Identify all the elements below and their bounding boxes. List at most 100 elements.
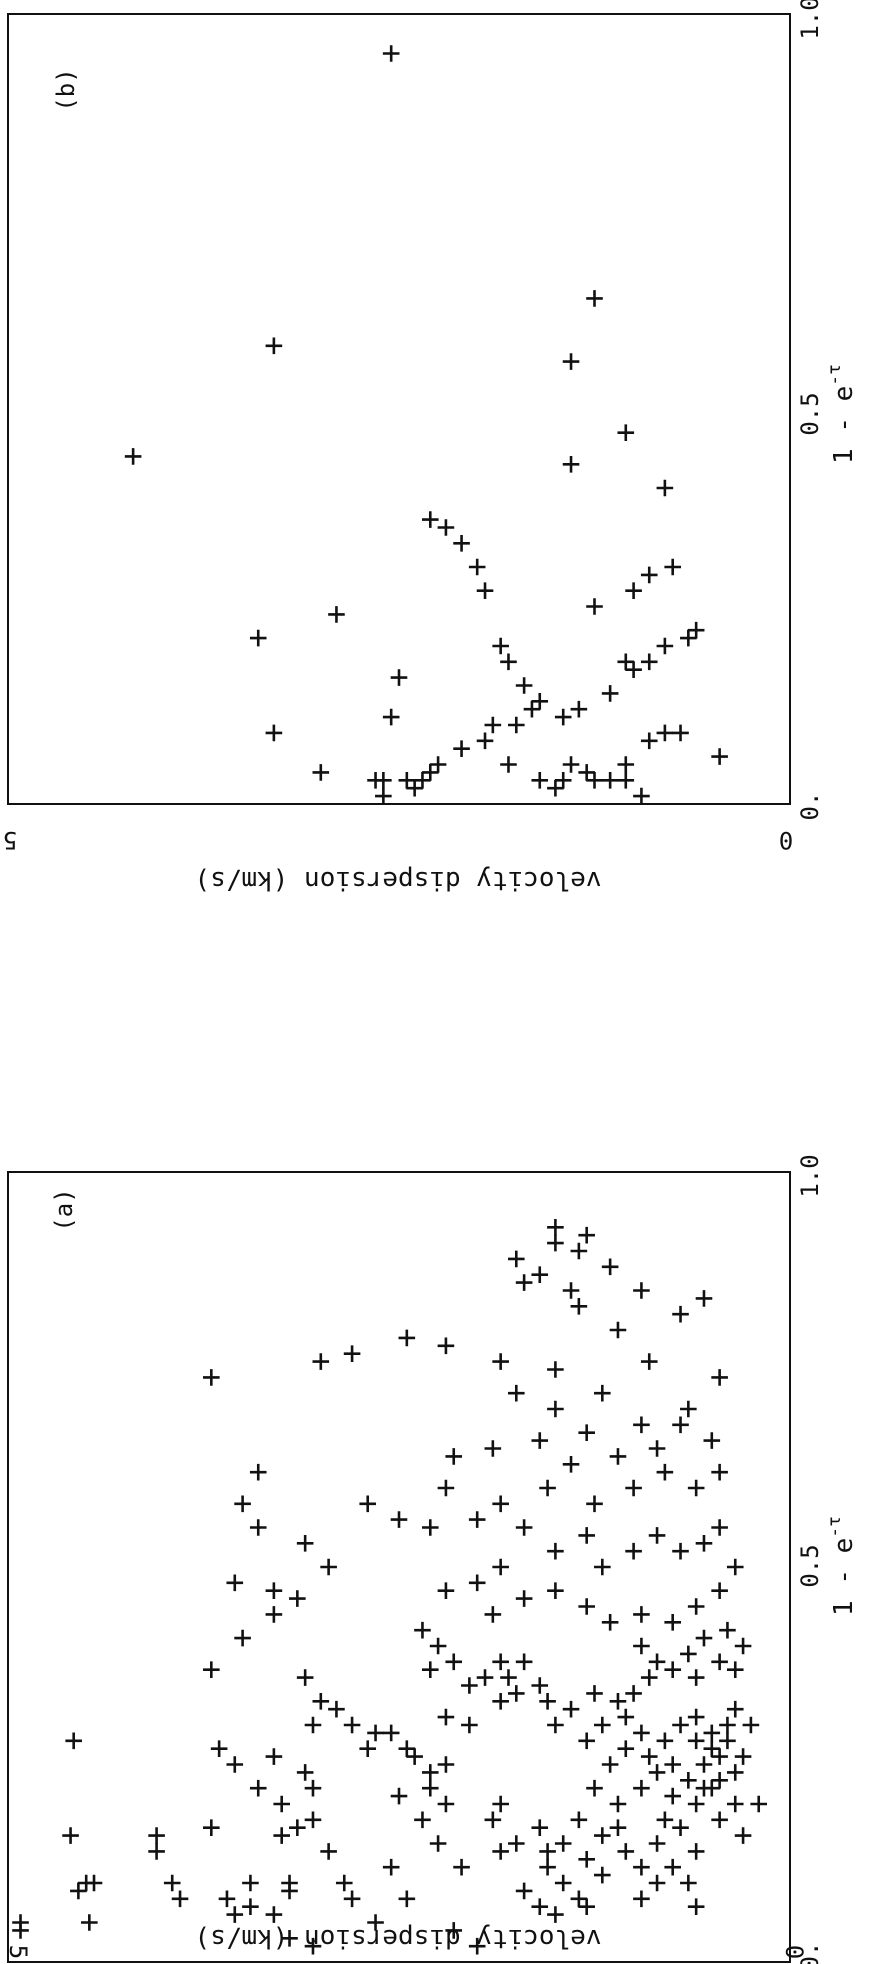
data-point <box>633 1416 650 1434</box>
data-point <box>445 1653 463 1671</box>
data-point <box>492 637 509 655</box>
data-point <box>508 716 525 734</box>
x-axis-label-sup-a: -τ <box>824 1516 845 1538</box>
data-point <box>406 779 423 797</box>
data-point <box>249 1779 267 1797</box>
data-point <box>554 1874 572 1892</box>
x-tick-label-05-a: 0.5 <box>796 1544 824 1587</box>
data-point <box>523 700 541 718</box>
data-point <box>210 1740 228 1757</box>
data-point <box>148 1843 165 1860</box>
data-point <box>648 1874 666 1892</box>
data-point <box>12 1914 29 1931</box>
data-point <box>445 1922 463 1939</box>
data-point <box>633 1282 650 1299</box>
data-point <box>719 1732 736 1750</box>
data-point <box>367 1724 384 1742</box>
data-point <box>398 1740 416 1757</box>
data-point <box>382 708 400 726</box>
data-point <box>617 424 635 441</box>
data-point <box>531 772 549 789</box>
data-point <box>664 1614 681 1631</box>
data-point <box>304 1937 322 1955</box>
data-point <box>594 1716 611 1734</box>
panel-label-b: (b) <box>52 68 80 111</box>
data-point <box>711 748 728 765</box>
data-point <box>335 1874 353 1892</box>
data-point <box>562 1456 580 1473</box>
data-point <box>273 1795 290 1813</box>
data-point <box>750 1795 768 1813</box>
data-point <box>586 1495 603 1513</box>
data-point <box>234 1629 251 1647</box>
data-point <box>62 1827 79 1844</box>
data-point <box>515 1590 533 1607</box>
data-point <box>437 1479 455 1497</box>
plot-frame-b <box>7 13 791 805</box>
data-point <box>734 1637 752 1655</box>
data-point <box>734 1827 752 1844</box>
data-point <box>421 1779 439 1797</box>
data-point <box>249 629 267 647</box>
data-point <box>578 764 595 781</box>
data-point <box>609 1448 627 1465</box>
data-point <box>695 1756 713 1773</box>
data-point <box>711 1463 728 1481</box>
data-point <box>265 1606 283 1623</box>
data-point <box>726 1558 744 1576</box>
data-point <box>578 1424 595 1441</box>
data-point <box>586 1685 603 1702</box>
data-point <box>343 1890 361 1908</box>
data-point <box>531 1677 549 1694</box>
data-point <box>398 1890 416 1908</box>
data-point <box>445 1448 463 1465</box>
data-point <box>226 1756 244 1773</box>
data-point <box>570 1242 588 1260</box>
data-point <box>406 1748 423 1765</box>
data-point <box>695 1779 713 1797</box>
data-point <box>711 1772 728 1789</box>
data-point <box>453 740 470 757</box>
data-points-a <box>12 1219 768 1955</box>
data-point <box>672 1305 689 1323</box>
data-point <box>289 1819 306 1836</box>
data-point <box>547 1361 564 1378</box>
data-point <box>687 1598 705 1615</box>
data-point <box>633 1779 650 1797</box>
data-point <box>625 1685 642 1702</box>
data-point <box>390 1787 408 1805</box>
data-point <box>515 1882 533 1900</box>
data-point <box>703 1724 721 1742</box>
data-point <box>586 772 603 789</box>
data-point <box>492 1653 509 1671</box>
data-point <box>640 566 658 584</box>
data-point <box>711 1369 728 1386</box>
data-point <box>617 1708 635 1726</box>
data-point <box>437 1337 455 1355</box>
x-tick-label-0-a: 0. <box>796 1942 824 1964</box>
data-point <box>609 1819 627 1836</box>
data-point <box>687 1669 705 1686</box>
data-point <box>249 1519 267 1536</box>
data-point <box>547 1582 564 1599</box>
data-point <box>226 1906 244 1923</box>
data-point <box>578 1527 595 1544</box>
data-point <box>570 1811 588 1829</box>
data-point <box>304 1811 322 1829</box>
data-point <box>539 1479 556 1497</box>
data-point <box>234 1495 251 1513</box>
data-point <box>648 1764 666 1781</box>
data-point <box>594 1866 611 1884</box>
scatter-panel-a: (a) 0. 0.5 1.0 0 5 velocity dispersion (… <box>4 1154 859 1964</box>
data-point <box>124 448 142 465</box>
data-point <box>382 1724 400 1742</box>
data-point <box>687 1795 705 1813</box>
data-point <box>281 1930 298 1947</box>
data-point <box>437 519 455 536</box>
data-point <box>414 1621 431 1639</box>
data-point <box>437 1708 455 1726</box>
data-point <box>640 1353 658 1370</box>
data-point <box>375 787 392 805</box>
data-points-b <box>124 45 728 805</box>
data-point <box>680 1874 697 1892</box>
